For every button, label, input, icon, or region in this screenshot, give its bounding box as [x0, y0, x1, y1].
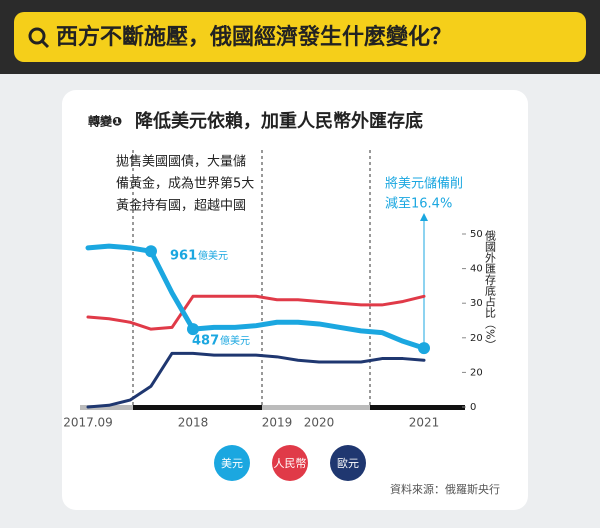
search-icon	[40, 39, 50, 49]
annotation: 億美元	[220, 334, 250, 347]
annotation: 將美元儲備削	[385, 176, 463, 192]
annotation: 億美元	[198, 249, 228, 262]
note: 黃金持有國，超越中國	[116, 198, 246, 214]
axis-bar	[80, 405, 465, 410]
note: 備黃金，成為世界第5大	[116, 176, 254, 192]
annotation: 減至16.4%	[385, 196, 452, 212]
title-box	[14, 12, 586, 62]
highlight-point	[418, 342, 430, 355]
x-tick-label: 2019	[262, 416, 293, 430]
highlight-point	[187, 323, 199, 336]
y-tick-label: 20	[470, 367, 483, 378]
y-tick-label: 30	[470, 298, 483, 309]
legend-label: 美元	[221, 457, 243, 470]
source: 資料來源：俄羅斯央行	[390, 482, 500, 496]
axis-bar	[133, 405, 262, 410]
y-tick-label: 0	[470, 402, 476, 413]
note: 拋售美國國債，大量儲	[116, 154, 246, 170]
legend-marker	[272, 445, 308, 481]
search-icon	[28, 27, 46, 45]
x-tick-label: 2017.09	[63, 416, 113, 430]
annotation-arrow	[420, 213, 428, 221]
highlight-point	[145, 245, 157, 258]
annotation: 961	[170, 249, 197, 264]
series-line	[86, 351, 426, 409]
series-line	[86, 294, 426, 331]
y-tick-label: 40	[470, 264, 483, 275]
x-tick-label: 2020	[304, 416, 335, 430]
chart-title: 降低美元依賴，加重人民幣外匯存底	[135, 110, 423, 132]
y-tick-label: 20	[470, 333, 483, 344]
annotation: 487	[192, 334, 219, 349]
axis-bar	[370, 405, 465, 410]
page-title: 西方不斷施壓，俄國經濟發生什麼變化？	[56, 24, 452, 50]
section-label: 轉變❶	[88, 114, 122, 129]
x-tick-label: 2018	[178, 416, 209, 430]
series-line	[85, 243, 427, 351]
legend-marker	[214, 445, 250, 481]
y-tick-label: 50	[470, 229, 483, 240]
legend-marker	[330, 445, 366, 481]
dividers	[132, 150, 371, 407]
legend-label: 歐元	[337, 456, 359, 470]
legend-label: 人民幣	[274, 457, 307, 470]
x-tick-label: 2021	[409, 416, 440, 430]
y-axis-title: 俄國外匯存底占比（%）	[484, 230, 497, 351]
